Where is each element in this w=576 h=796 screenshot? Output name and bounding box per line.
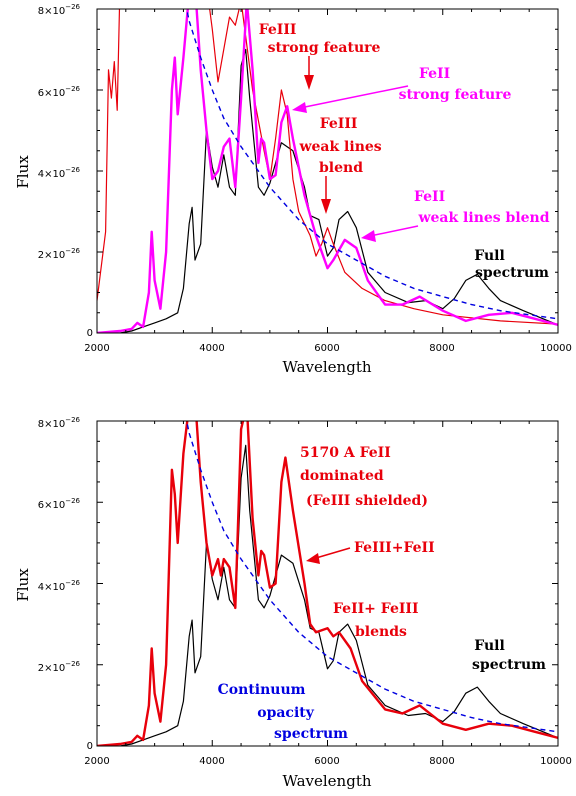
x-tick-label: 6000 (314, 343, 339, 354)
annotation-full-spectrum: Full spectrum (472, 638, 546, 673)
chart-panel-top: 0 2×10−26 4×10−26 6×10−26 8×10−26 2000 4… (14, 3, 572, 376)
annotation-continuum: Continuum opacity spectrum (218, 682, 348, 742)
x-tick-label: 8000 (429, 756, 454, 767)
annotation-5170-feii: 5170 A FeII dominated (FeIII shielded) (300, 445, 428, 509)
x-axis-label: Wavelength (282, 772, 371, 790)
arrow-feiii-feii (306, 547, 351, 564)
series-line-3 (186, 9, 558, 320)
annotation-feii-feiii-blends: FeII+ FeIII blends (333, 601, 423, 640)
series-line-0 (97, 444, 558, 746)
chart-panel-bottom: 0 2×10−26 4×10−26 6×10−26 8×10−26 2000 4… (14, 416, 572, 790)
x-tick-label: 4000 (199, 343, 224, 354)
annotation-feiii-weak: FeIII weak lines blend (298, 116, 386, 176)
annotation-feiii-strong: FeIII strong feature (259, 22, 381, 56)
x-tick-label: 2000 (84, 756, 109, 767)
y-tick-label: 0 (87, 741, 93, 752)
y-tick-label: 6×10−26 (38, 85, 81, 99)
arrow-feiii-strong (304, 56, 314, 90)
annotation-feii-strong: FeII strong feature (399, 66, 512, 103)
series-group-top (97, 9, 558, 333)
series-line-2 (97, 9, 558, 333)
x-tick-label: 10000 (540, 343, 572, 354)
series-group-bottom (97, 421, 558, 746)
arrow-feii-weak (361, 225, 419, 242)
annotation-feiii-feii: FeIII+FeII (354, 540, 435, 556)
y-tick-label: 4×10−26 (38, 579, 81, 593)
x-tick-label: 6000 (314, 756, 339, 767)
series-line-1 (97, 9, 558, 325)
series-line-1 (97, 421, 558, 746)
x-tick-label: 8000 (429, 343, 454, 354)
x-tick-label: 2000 (84, 343, 109, 354)
x-tick-label: 4000 (199, 756, 224, 767)
y-axis-label: Flux (14, 568, 32, 602)
y-tick-label: 2×10−26 (38, 247, 81, 261)
series-line-2 (185, 421, 558, 733)
y-tick-label: 6×10−26 (38, 497, 81, 511)
y-tick-label: 0 (87, 328, 93, 339)
arrow-feii-strong (292, 85, 409, 113)
y-axis-label: Flux (14, 155, 32, 189)
y-tick-label: 8×10−26 (38, 3, 81, 17)
y-tick-label: 8×10−26 (38, 416, 81, 430)
annotation-feii-weak: FeII weak lines blend (414, 189, 550, 226)
x-axis-label: Wavelength (282, 358, 371, 376)
annotation-full-spectrum: Full spectrum (474, 248, 549, 281)
tick-marks (96, 8, 559, 334)
tick-marks (96, 420, 559, 747)
y-tick-label: 2×10−26 (38, 660, 81, 674)
x-tick-label: 10000 (540, 756, 572, 767)
y-tick-label: 4×10−26 (38, 166, 81, 180)
arrow-feiii-weak (321, 176, 331, 214)
